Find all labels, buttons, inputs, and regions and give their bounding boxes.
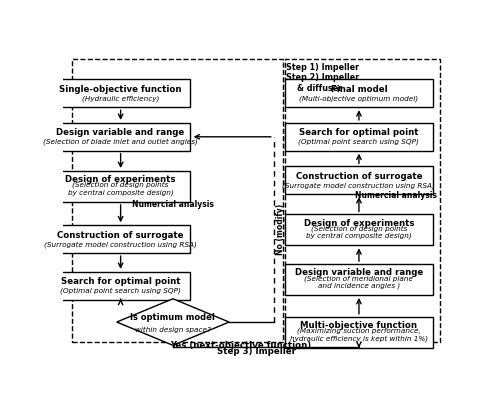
FancyBboxPatch shape	[286, 79, 432, 107]
Polygon shape	[117, 299, 229, 345]
Text: Numercial analysis: Numercial analysis	[355, 191, 436, 200]
FancyBboxPatch shape	[286, 214, 432, 245]
Text: Design variable and range: Design variable and range	[56, 128, 185, 137]
Text: Construction of surrogate: Construction of surrogate	[296, 172, 422, 181]
Text: Final model: Final model	[330, 85, 387, 93]
Text: Yes (next-objective function): Yes (next-objective function)	[170, 341, 312, 350]
Text: Design variable and range: Design variable and range	[295, 268, 423, 277]
Text: (Optimal point search using SQP): (Optimal point search using SQP)	[298, 139, 420, 145]
Text: Search for optimal point: Search for optimal point	[299, 128, 418, 137]
Text: Search for optimal point: Search for optimal point	[61, 277, 180, 286]
FancyBboxPatch shape	[51, 225, 190, 253]
Text: Design of experiments: Design of experiments	[304, 218, 414, 228]
FancyBboxPatch shape	[51, 123, 190, 151]
Text: (Maximizing suction performance,
hydraulic efficiency is kept within 1%): (Maximizing suction performance, hydraul…	[290, 328, 428, 342]
Text: (Surrogate model construction using RSA): (Surrogate model construction using RSA)	[282, 182, 436, 189]
Text: No (modify): No (modify)	[276, 204, 285, 255]
Text: (Surrogate model construction using RSA): (Surrogate model construction using RSA)	[44, 241, 197, 247]
Text: Step 3) Impeller: Step 3) Impeller	[217, 347, 296, 356]
Text: (Hydraulic efficiency): (Hydraulic efficiency)	[82, 95, 160, 102]
Text: Is optimum model: Is optimum model	[130, 314, 216, 322]
FancyBboxPatch shape	[286, 123, 432, 151]
FancyBboxPatch shape	[286, 317, 432, 348]
Text: (Selection of design points
by central composite design): (Selection of design points by central c…	[306, 225, 412, 239]
Text: (Selection of meridional plane
and incidence angles ): (Selection of meridional plane and incid…	[304, 275, 414, 289]
Text: (Selection of design points
by central composite design): (Selection of design points by central c…	[68, 182, 174, 196]
Text: Numercial analysis: Numercial analysis	[132, 200, 214, 209]
Text: (Optimal point search using SQP): (Optimal point search using SQP)	[60, 287, 181, 294]
Text: Construction of surrogate: Construction of surrogate	[58, 231, 184, 239]
Text: (Multi-objective optimum model): (Multi-objective optimum model)	[300, 95, 418, 102]
FancyBboxPatch shape	[51, 79, 190, 107]
Text: Design of experiments: Design of experiments	[66, 175, 176, 184]
FancyBboxPatch shape	[51, 171, 190, 202]
Text: Step 1) Impeller
Step 2) Impeller
    & diffuser: Step 1) Impeller Step 2) Impeller & diff…	[286, 63, 360, 93]
FancyBboxPatch shape	[286, 264, 432, 295]
FancyBboxPatch shape	[51, 272, 190, 300]
Text: (Selection of blade inlet and outlet angles): (Selection of blade inlet and outlet ang…	[43, 139, 198, 145]
FancyBboxPatch shape	[286, 166, 432, 194]
Text: Single-objective function: Single-objective function	[60, 85, 182, 93]
Text: Multi-objective function: Multi-objective function	[300, 321, 418, 330]
Text: within design space?: within design space?	[135, 327, 211, 333]
